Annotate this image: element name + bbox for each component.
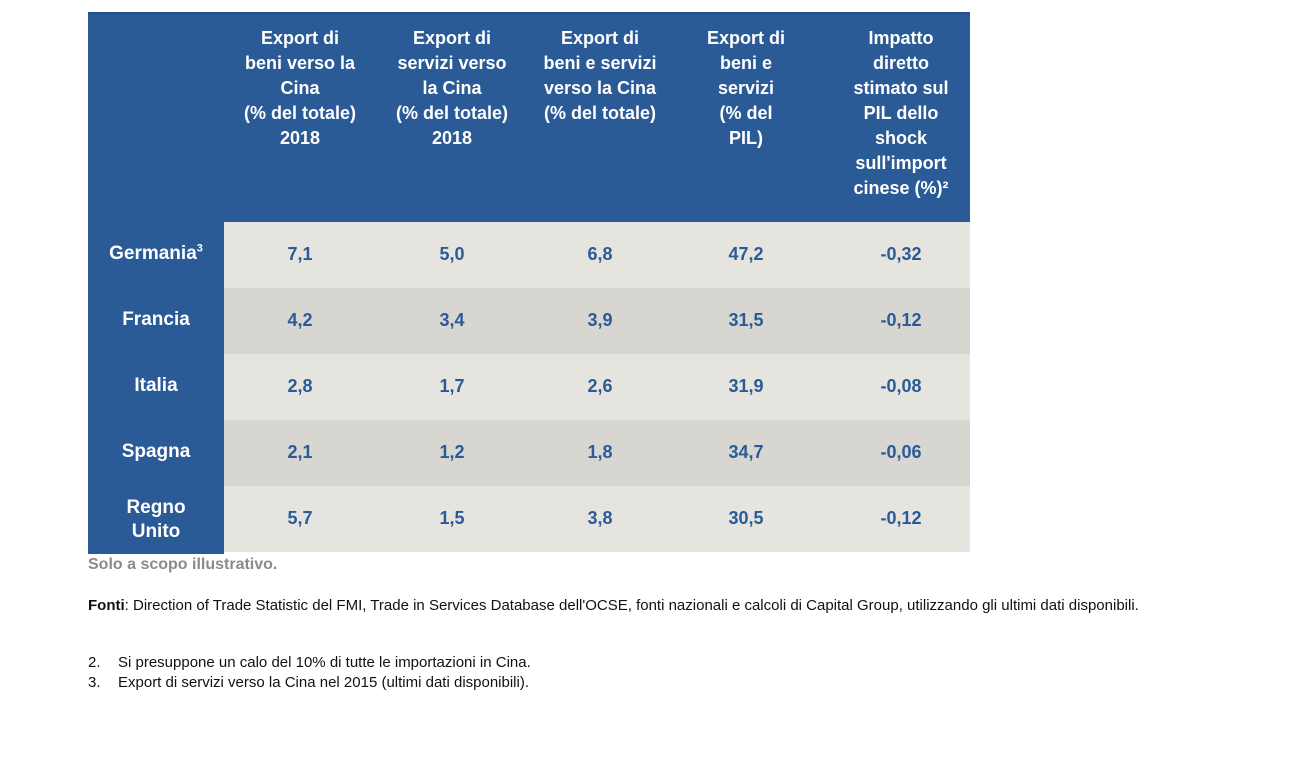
top-rule bbox=[88, 12, 970, 14]
row-label: Regno Unito bbox=[126, 497, 186, 542]
table-cell: 6,8 bbox=[587, 244, 613, 264]
row-label: Francia bbox=[122, 309, 190, 330]
sources-note: Fonti: Direction of Trade Statistic del … bbox=[88, 596, 1228, 616]
table-cell: 3,9 bbox=[587, 310, 613, 330]
table-cell: -0,32 bbox=[880, 244, 922, 264]
table-cell: 7,1 bbox=[287, 244, 313, 264]
table-cell: 5,7 bbox=[287, 508, 313, 528]
row-label: Germania3 bbox=[109, 242, 203, 264]
table-cell: 30,5 bbox=[728, 508, 764, 528]
table-cell: -0,08 bbox=[880, 376, 922, 396]
table-row bbox=[224, 420, 970, 486]
table-cell: 2,6 bbox=[587, 376, 613, 396]
table-cell: 2,8 bbox=[287, 376, 313, 396]
table-cell: 31,5 bbox=[728, 310, 764, 330]
sources-label: Fonti bbox=[88, 597, 125, 614]
row-label: Spagna bbox=[121, 441, 191, 462]
header-goods-exports: Export di beni verso la Cina (% del tota… bbox=[243, 28, 356, 148]
china-export-table: Export di beni verso la Cina (% del tota… bbox=[88, 14, 970, 554]
table-cell: 1,8 bbox=[587, 442, 613, 462]
table-row bbox=[224, 288, 970, 354]
table-header: Export di beni verso la Cina (% del tota… bbox=[88, 14, 970, 222]
table-cell: 1,7 bbox=[439, 376, 465, 396]
table-cell: 3,8 bbox=[587, 508, 613, 528]
table-cell: 3,4 bbox=[439, 310, 465, 330]
header-exports-gdp: Export di beni e servizi (% del PIL) bbox=[706, 28, 785, 148]
table-cell: 31,9 bbox=[728, 376, 764, 396]
row-label-column bbox=[88, 222, 224, 554]
footnote-3: 3. Export di servizi verso la Cina nel 20… bbox=[88, 674, 530, 691]
row-label: Italia bbox=[134, 375, 178, 396]
table-row bbox=[224, 222, 970, 288]
table-cell: 1,5 bbox=[439, 508, 465, 528]
table-cell: -0,12 bbox=[880, 310, 922, 330]
footnote-2: 2. Si presuppone un calo del 10% di tutte… bbox=[88, 654, 531, 671]
illustrative-note: Solo a scopo illustrativo. bbox=[88, 556, 278, 573]
table-cell: 1,2 bbox=[439, 442, 465, 462]
table-cell: -0,06 bbox=[880, 442, 922, 462]
header-gdp-impact: Impatto diretto stimato sul PIL dello sh… bbox=[853, 28, 949, 198]
table-cell: 2,1 bbox=[287, 442, 313, 462]
table-cell: 5,0 bbox=[439, 244, 465, 264]
table-cell: 4,2 bbox=[287, 310, 313, 330]
header-goods-services-exports: Export di beni e servizi verso la Cina (… bbox=[543, 28, 657, 123]
table-cell: 34,7 bbox=[728, 442, 764, 462]
table-cell: 47,2 bbox=[728, 244, 764, 264]
footnote-ref: 3 bbox=[196, 242, 203, 255]
table-row bbox=[224, 354, 970, 420]
table-cell: -0,12 bbox=[880, 508, 922, 528]
header-services-exports: Export di servizi verso la Cina (% del t… bbox=[395, 28, 508, 148]
sources-text: : Direction of Trade Statistic del FMI, … bbox=[124, 597, 1139, 614]
table-row bbox=[224, 486, 970, 552]
